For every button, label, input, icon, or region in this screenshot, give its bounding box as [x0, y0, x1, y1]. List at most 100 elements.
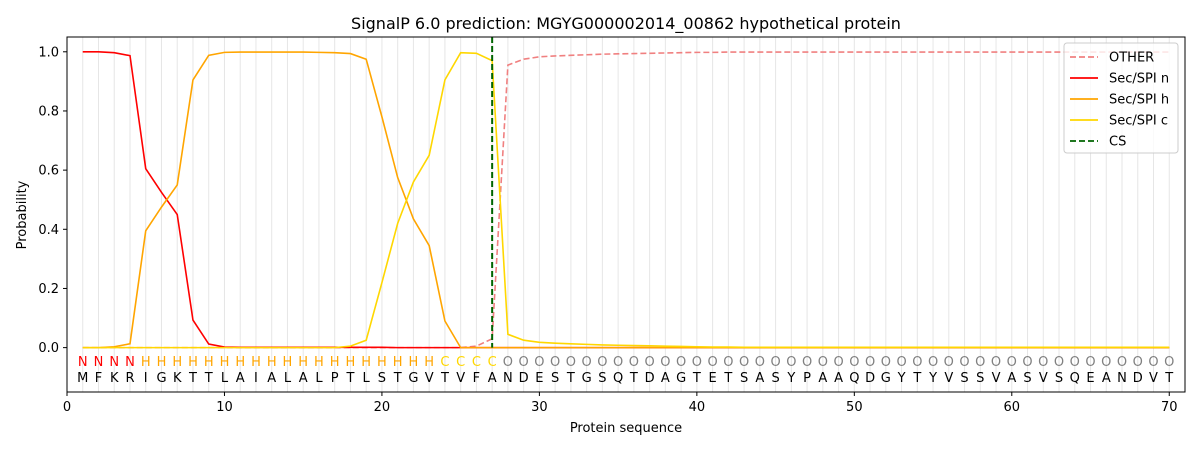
residue-label: S [598, 371, 606, 386]
residue-label: M [77, 371, 88, 386]
region-label: O [676, 355, 686, 370]
region-label: N [109, 355, 119, 370]
region-label: O [1133, 355, 1143, 370]
region-label: O [566, 355, 576, 370]
residue-label: T [912, 371, 921, 386]
region-label: O [912, 355, 922, 370]
region-label: O [503, 355, 513, 370]
residue-label: S [551, 371, 559, 386]
residue-label: E [1086, 371, 1094, 386]
region-label: O [1038, 355, 1048, 370]
region-label: O [1148, 355, 1158, 370]
residue-label: A [834, 371, 843, 386]
region-label: O [865, 355, 875, 370]
residue-label: E [535, 371, 543, 386]
region-label: O [896, 355, 906, 370]
residue-label: S [771, 371, 779, 386]
region-label: O [707, 355, 717, 370]
region-label: O [1085, 355, 1095, 370]
region-label: H [235, 355, 245, 370]
region-label: H [204, 355, 214, 370]
residue-label: T [723, 371, 732, 386]
region-label: H [267, 355, 277, 370]
residue-label: Y [928, 371, 937, 386]
residue-label: T [692, 371, 701, 386]
residue-label: V [456, 371, 465, 386]
region-label: O [597, 355, 607, 370]
residue-label: A [236, 371, 245, 386]
y-tick-label: 1.0 [38, 45, 59, 60]
residue-label: G [156, 371, 166, 386]
residue-label: S [976, 371, 984, 386]
residue-label: S [1055, 371, 1063, 386]
residue-label: K [173, 371, 182, 386]
series-line-sec-spi-c [82, 51, 1170, 349]
x-tick-label: 50 [846, 400, 863, 415]
legend-label: Sec/SPI h [1109, 93, 1169, 108]
region-label: O [613, 355, 623, 370]
region-label: O [1117, 355, 1127, 370]
region-label: N [125, 355, 135, 370]
region-label: O [1164, 355, 1174, 370]
residue-label: A [755, 371, 764, 386]
residue-label: V [944, 371, 953, 386]
residue-label: T [1164, 371, 1173, 386]
region-label: O [723, 355, 733, 370]
region-label: O [692, 355, 702, 370]
y-axis-ticks: 0.0 0.2 0.4 0.6 0.8 1.0 [38, 45, 67, 356]
region-label: H [188, 355, 198, 370]
residue-label: N [503, 371, 513, 386]
residue-label: D [519, 371, 529, 386]
residue-label: I [254, 371, 258, 386]
x-tick-label: 0 [63, 400, 71, 415]
region-label: H [361, 355, 371, 370]
residue-label: A [1102, 371, 1111, 386]
legend-label: OTHER [1109, 51, 1154, 66]
residue-label: G [676, 371, 686, 386]
region-label: O [975, 355, 985, 370]
region-label: H [220, 355, 230, 370]
region-label: H [298, 355, 308, 370]
residue-label: V [1039, 371, 1048, 386]
residue-label: P [803, 371, 811, 386]
region-label: O [881, 355, 891, 370]
x-axis-label: Protein sequence [570, 421, 682, 436]
region-label: H [424, 355, 434, 370]
region-label: O [928, 355, 938, 370]
residue-grid [82, 37, 1170, 392]
residue-label: R [125, 371, 134, 386]
residue-label: T [345, 371, 354, 386]
region-label: N [94, 355, 104, 370]
residue-label: Q [613, 371, 623, 386]
residue-label: G [582, 371, 592, 386]
residue-label: A [299, 371, 308, 386]
region-label: O [739, 355, 749, 370]
chart-title: SignalP 6.0 prediction: MGYG000002014_00… [351, 14, 901, 34]
region-label: O [991, 355, 1001, 370]
residue-label: G [881, 371, 891, 386]
residue-label: D [1133, 371, 1143, 386]
region-label: O [660, 355, 670, 370]
residue-label: L [221, 371, 229, 386]
residue-label: D [645, 371, 655, 386]
y-tick-label: 0.0 [38, 341, 59, 356]
region-label: H [314, 355, 324, 370]
x-tick-label: 30 [531, 400, 548, 415]
residue-label: S [1023, 371, 1031, 386]
y-tick-label: 0.6 [38, 164, 59, 179]
residue-label: G [408, 371, 418, 386]
residue-label: Y [897, 371, 906, 386]
y-tick-label: 0.8 [38, 104, 59, 119]
residue-label: E [708, 371, 716, 386]
residue-label: Q [1070, 371, 1080, 386]
residue-label: P [331, 371, 339, 386]
x-axis-ticks: 0 10 20 30 40 50 60 70 [63, 392, 1178, 415]
residue-label: F [95, 371, 102, 386]
series-line-sec-spi-h [82, 51, 1170, 349]
region-label: C [456, 355, 465, 370]
region-label: H [409, 355, 419, 370]
series-line-other [82, 51, 1170, 349]
region-label: C [440, 355, 449, 370]
region-label: H [283, 355, 293, 370]
residue-label: F [473, 371, 480, 386]
